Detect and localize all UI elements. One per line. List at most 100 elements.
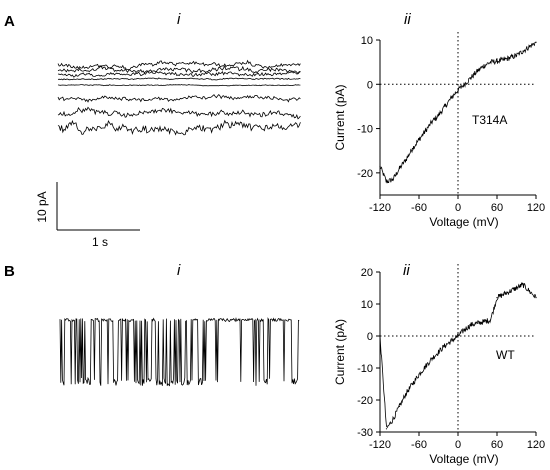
iv-a-data-point	[496, 60, 498, 62]
current-trace-a-line	[57, 59, 301, 71]
iv-a-data-point	[444, 105, 446, 108]
current-trace-a-line	[57, 77, 301, 81]
iv-b-data-point	[496, 297, 498, 299]
iv-a-data-point	[392, 178, 394, 181]
iv-a-x-tick-label: -120	[369, 202, 391, 214]
iv-b-annotation: WT	[496, 348, 515, 362]
scale-bar-current-label: 10 pA	[35, 191, 49, 222]
iv-b-y-tick-label: -20	[357, 395, 373, 407]
iv-b-y-tick-label: -10	[357, 363, 373, 375]
iv-b-data-point	[411, 383, 414, 385]
iv-b-data-point	[463, 329, 466, 331]
current-trace-a-line	[57, 119, 301, 136]
iv-b-data-point	[489, 319, 492, 321]
iv-a-data-point	[476, 70, 479, 72]
iv-a-x-tick-label: 0	[455, 202, 461, 214]
current-trace-a-line	[57, 65, 301, 75]
iv-a-data-point	[411, 147, 414, 150]
iv-b-data-point	[385, 428, 388, 430]
iv-a-y-axis-label: Current (pA)	[333, 84, 347, 150]
iv-b-data-point	[405, 393, 407, 395]
iv-a-data-point	[379, 165, 381, 167]
iv-b-y-tick-label: 10	[361, 299, 373, 311]
iv-b-iv-curve	[379, 281, 537, 428]
iv-b-data-point	[528, 290, 531, 292]
iv-b-data-point	[424, 365, 427, 367]
panel-label-b: B	[4, 263, 15, 280]
iv-a-data-point	[483, 65, 485, 67]
iv-a-data-point	[457, 89, 459, 91]
current-trace-b-line	[59, 317, 300, 387]
iv-b-data-point	[502, 293, 505, 295]
iv-b-data-point	[457, 335, 459, 337]
scale-bar-time-label: 1 s	[92, 235, 108, 249]
iv-b-data-point	[470, 324, 472, 326]
iv-b-data-point	[418, 373, 420, 375]
panel-label-a: A	[4, 13, 15, 30]
iv-b-data-point	[379, 335, 381, 337]
iv-a-y-tick-label: -20	[357, 168, 373, 180]
iv-a-data-point	[509, 57, 511, 59]
subpanel-label-a-ii: ii	[404, 11, 411, 28]
iv-a-data-point	[515, 54, 518, 57]
iv-b-data-point	[398, 405, 401, 407]
iv-b-x-tick-label: -60	[411, 439, 427, 451]
iv-a-data-point	[418, 139, 420, 141]
iv-b-y-tick-label: 20	[361, 267, 373, 279]
iv-a-data-point	[385, 181, 388, 183]
iv-a-y-tick-label: 0	[367, 79, 373, 91]
iv-b-data-point	[392, 418, 394, 420]
iv-plot-b: -120 -60 0 60 120 -30 -20 -10 0 10 20 Voltage (mV) C…	[333, 264, 545, 466]
iv-b-x-axis-label: Voltage (mV)	[429, 452, 498, 466]
iv-b-data-point	[431, 357, 433, 359]
iv-a-x-tick-label: -60	[411, 202, 427, 214]
current-trace-b	[59, 317, 300, 387]
current-trace-a-line	[57, 106, 301, 120]
iv-b-x-tick-label: 120	[527, 439, 545, 451]
iv-b-y-axis-label: Current (pA)	[333, 319, 347, 385]
iv-b-x-tick-label: 0	[455, 439, 461, 451]
iv-b-data-point	[535, 297, 537, 299]
current-trace-a-line	[57, 84, 301, 87]
subpanel-label-b-ii: ii	[403, 262, 410, 279]
current-traces-a	[57, 59, 301, 136]
subpanel-label-b-i: i	[177, 262, 181, 279]
iv-a-x-tick-label: 60	[491, 202, 503, 214]
iv-b-data-point	[515, 287, 518, 289]
iv-a-data-point	[463, 83, 466, 85]
current-trace-a-line	[57, 93, 301, 103]
iv-a-data-point	[502, 59, 505, 61]
iv-a-x-tick-label: 120	[527, 202, 545, 214]
iv-a-data-point	[424, 130, 427, 132]
iv-b-data-point	[522, 284, 524, 286]
iv-a-y-tick-label: -10	[357, 124, 373, 136]
iv-plot-a: -120 -60 0 60 120 -20 -10 0 10 Voltage (mV) Curren…	[333, 32, 545, 229]
iv-a-data-point	[535, 41, 537, 43]
iv-b-data-point	[437, 351, 440, 353]
iv-a-data-point	[470, 77, 472, 79]
iv-a-data-point	[437, 114, 440, 116]
current-trace-a-line	[57, 70, 301, 78]
iv-a-data-point	[450, 96, 453, 99]
iv-b-data-point	[509, 290, 511, 292]
iv-b-y-tick-label: -30	[357, 427, 373, 439]
iv-a-data-point	[398, 167, 401, 170]
iv-b-y-tick-label: 0	[367, 331, 373, 343]
scale-bar: 10 pA 1 s	[35, 182, 140, 249]
iv-a-x-axis-label: Voltage (mV)	[429, 215, 498, 229]
iv-b-data-point	[444, 345, 446, 347]
iv-b-data-point	[450, 340, 453, 342]
iv-a-annotation: T314A	[472, 113, 507, 127]
iv-a-data-point	[405, 158, 407, 161]
iv-b-data-point	[476, 322, 479, 324]
iv-b-x-tick-label: -120	[369, 439, 391, 451]
iv-b-data-point	[483, 321, 485, 323]
iv-a-y-tick-label: 10	[361, 35, 373, 47]
iv-a-data-point	[431, 121, 433, 123]
iv-b-x-tick-label: 60	[491, 439, 503, 451]
iv-a-data-point	[528, 46, 531, 48]
iv-a-data-point	[522, 50, 524, 52]
subpanel-label-a-i: i	[177, 11, 181, 28]
iv-a-data-point	[489, 61, 492, 63]
